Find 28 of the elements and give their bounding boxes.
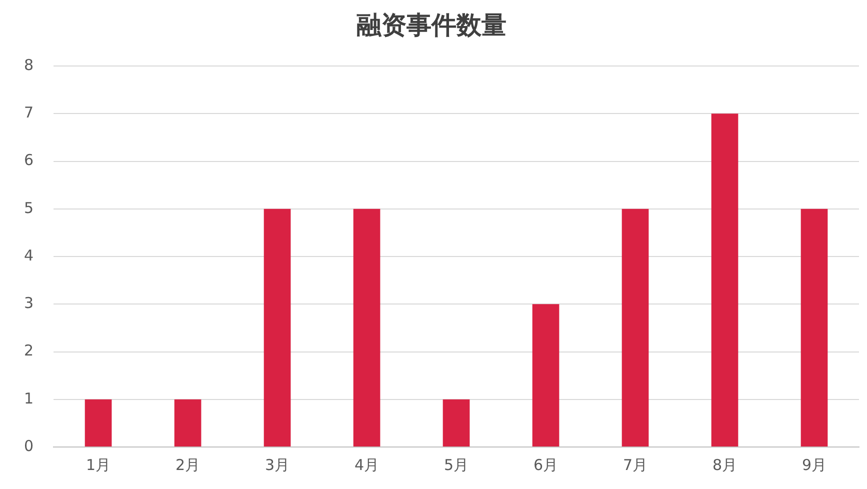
bar — [711, 114, 738, 446]
chart-title: 融资事件数量 — [356, 10, 506, 40]
bar — [174, 399, 202, 446]
bar — [800, 208, 828, 446]
x-tick-label: 5月 — [444, 456, 469, 474]
x-tick-label: 8月 — [712, 456, 738, 474]
bar — [264, 208, 291, 446]
y-tick-label: 6 — [24, 151, 34, 170]
y-tick-label: 2 — [24, 342, 34, 360]
y-tick-label: 5 — [24, 198, 34, 217]
x-tick-label: 3月 — [265, 456, 290, 474]
y-tick-label: 0 — [24, 436, 34, 455]
x-tick-label: 4月 — [354, 456, 380, 474]
y-tick-label: 4 — [24, 246, 34, 264]
bar — [532, 304, 560, 446]
y-tick-label: 1 — [24, 389, 34, 408]
bar — [353, 208, 380, 446]
x-tick-label: 7月 — [622, 456, 648, 474]
x-tick-label: 1月 — [86, 456, 111, 474]
x-tick-label: 2月 — [176, 456, 200, 474]
bar — [84, 399, 112, 446]
x-tick-label: 6月 — [533, 456, 558, 474]
x-tick-label: 9月 — [802, 456, 827, 474]
y-tick-label: 3 — [24, 294, 34, 312]
y-tick-label: 8 — [24, 56, 34, 74]
bar — [622, 208, 649, 446]
y-tick-label: 7 — [24, 104, 34, 122]
bar — [442, 399, 470, 446]
